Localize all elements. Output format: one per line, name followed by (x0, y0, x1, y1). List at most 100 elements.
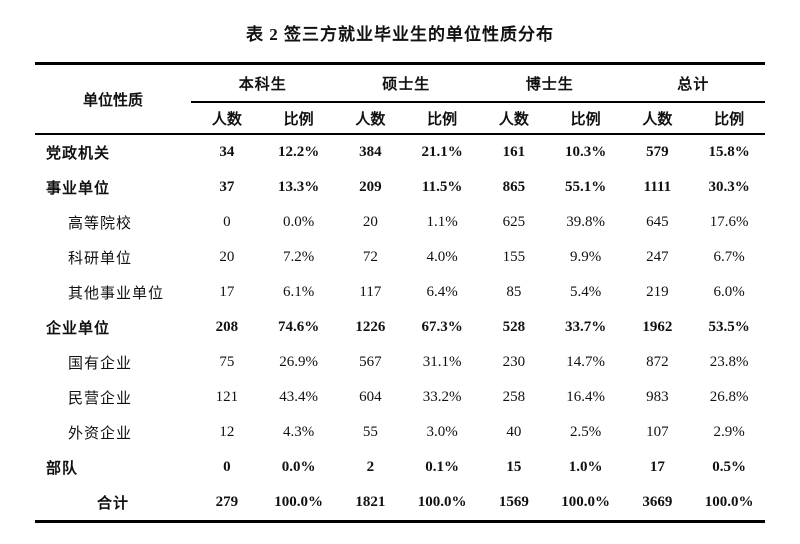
cell-value: 21.1% (421, 144, 463, 160)
row-label: 高等院校 (68, 216, 133, 232)
cell-value: 12.2% (278, 144, 320, 160)
cell-value: 872 (646, 354, 669, 370)
cell-value: 10.3% (565, 144, 607, 160)
table-row: 党政机关 34 12.2% 384 21.1% 161 10.3% 579 15… (35, 134, 765, 170)
cell-value: 3669 (642, 494, 673, 510)
cell-value: 100.0% (704, 494, 754, 510)
cell-value: 1569 (498, 494, 529, 510)
cell-value: 2.9% (713, 424, 745, 440)
cell-value: 31.1% (422, 354, 462, 370)
cell-value: 17.6% (709, 214, 749, 230)
row-label: 外资企业 (68, 426, 133, 442)
subcol-ratio-doctoral: 比例 (549, 102, 622, 135)
cell-value: 39.8% (566, 214, 606, 230)
header-group-row: 单位性质 本科生 硕士生 博士生 总计 (35, 63, 766, 135)
cell-value: 0 (223, 214, 231, 230)
cell-value: 16.4% (566, 389, 606, 405)
cell-value: 645 (646, 214, 669, 230)
row-label: 党政机关 (46, 146, 111, 162)
cell-value: 604 (359, 389, 382, 405)
table-row: 民营企业 121 43.4% 604 33.2% 258 16.4% 983 2… (35, 380, 765, 415)
cell-value: 55 (362, 424, 378, 440)
cell-value: 279 (215, 494, 239, 510)
cell-value: 85 (506, 284, 522, 300)
subcol-count-doctoral: 人数 (478, 102, 550, 135)
cell-value: 4.3% (283, 424, 315, 440)
cell-value: 0.5% (712, 459, 747, 475)
row-label: 合计 (96, 496, 129, 512)
cell-value: 0 (223, 459, 231, 475)
cell-value: 0.0% (283, 214, 315, 230)
table-row: 高等院校 0 0.0% 20 1.1% 625 39.8% 645 17.6% (35, 205, 765, 240)
col-group-doctoral: 博士生 (478, 63, 622, 103)
cell-value: 6.4% (426, 284, 458, 300)
row-label: 事业单位 (46, 181, 111, 197)
cell-value: 100.0% (417, 494, 467, 510)
cell-value: 1.0% (568, 459, 603, 475)
cell-value: 161 (502, 144, 526, 160)
cell-value: 258 (502, 389, 526, 405)
col-group-undergraduate: 本科生 (191, 63, 335, 103)
subcol-ratio-master: 比例 (406, 102, 479, 135)
cell-value: 230 (502, 354, 526, 370)
cell-value: 33.2% (422, 389, 462, 405)
cell-value: 34 (219, 144, 235, 160)
cell-value: 100.0% (274, 494, 323, 510)
cell-value: 26.9% (279, 354, 318, 370)
cell-value: 155 (502, 249, 526, 265)
table-row: 国有企业 75 26.9% 567 31.1% 230 14.7% 872 23… (35, 345, 765, 380)
cell-value: 20 (362, 214, 378, 230)
cell-value: 43.4% (279, 389, 318, 405)
col-header-unit-nature: 单位性质 (35, 63, 191, 135)
cell-value: 6.7% (713, 249, 745, 265)
cell-value: 17 (649, 459, 665, 475)
header-sub-row: 人数 比例 人数 比例 人数 比例 人数 比例 (35, 102, 766, 135)
cell-value: 9.9% (570, 249, 602, 265)
cell-value: 6.0% (713, 284, 745, 300)
row-label: 科研单位 (68, 251, 133, 267)
subcol-count-total: 人数 (621, 102, 694, 135)
table-row-total: 合计 279 100.0% 1821 100.0% 1569 100.0% 36… (35, 485, 765, 522)
unit-nature-table: 单位性质 本科生 硕士生 博士生 总计 人数 比例 人数 比例 人数 比例 人数… (35, 62, 766, 523)
cell-value: 72 (362, 249, 378, 265)
cell-value: 1821 (355, 494, 386, 510)
cell-value: 55.1% (565, 179, 607, 195)
cell-value: 33.7% (565, 319, 607, 335)
col-group-total: 总计 (621, 63, 766, 103)
cell-value: 247 (646, 249, 669, 265)
cell-value: 0.1% (425, 459, 460, 475)
cell-value: 117 (359, 284, 382, 300)
row-label: 民营企业 (68, 391, 133, 407)
cell-value: 384 (359, 144, 382, 160)
table-row: 部队 0 0.0% 2 0.1% 15 1.0% 17 0.5% (35, 450, 765, 485)
cell-value: 37 (219, 179, 235, 195)
cell-value: 1111 (643, 179, 672, 195)
cell-value: 121 (215, 389, 239, 405)
cell-value: 2.5% (570, 424, 602, 440)
subcol-count-undergraduate: 人数 (191, 102, 263, 135)
row-label: 国有企业 (68, 356, 133, 372)
col-group-master: 硕士生 (334, 63, 479, 103)
table-row: 其他事业单位 17 6.1% 117 6.4% 85 5.4% 219 6.0% (35, 275, 765, 310)
cell-value: 528 (502, 319, 526, 335)
cell-value: 15.8% (708, 144, 750, 160)
cell-value: 5.4% (570, 284, 602, 300)
cell-value: 40 (506, 424, 522, 440)
cell-value: 30.3% (708, 179, 750, 195)
table-title: 表 2 签三方就业毕业生的单位性质分布 (246, 25, 554, 44)
cell-value: 6.1% (283, 284, 315, 300)
cell-value: 208 (215, 319, 239, 335)
cell-value: 107 (646, 424, 669, 440)
cell-value: 15 (506, 459, 522, 475)
cell-value: 1962 (642, 319, 673, 335)
cell-value: 209 (359, 179, 382, 195)
cell-value: 625 (502, 214, 526, 230)
cell-value: 53.5% (708, 319, 750, 335)
cell-value: 11.5% (421, 179, 463, 195)
table-row: 外资企业 12 4.3% 55 3.0% 40 2.5% 107 2.9% (35, 415, 765, 450)
row-label: 部队 (46, 461, 79, 477)
cell-value: 74.6% (278, 319, 320, 335)
cell-value: 1.1% (426, 214, 458, 230)
cell-value: 26.8% (709, 389, 749, 405)
